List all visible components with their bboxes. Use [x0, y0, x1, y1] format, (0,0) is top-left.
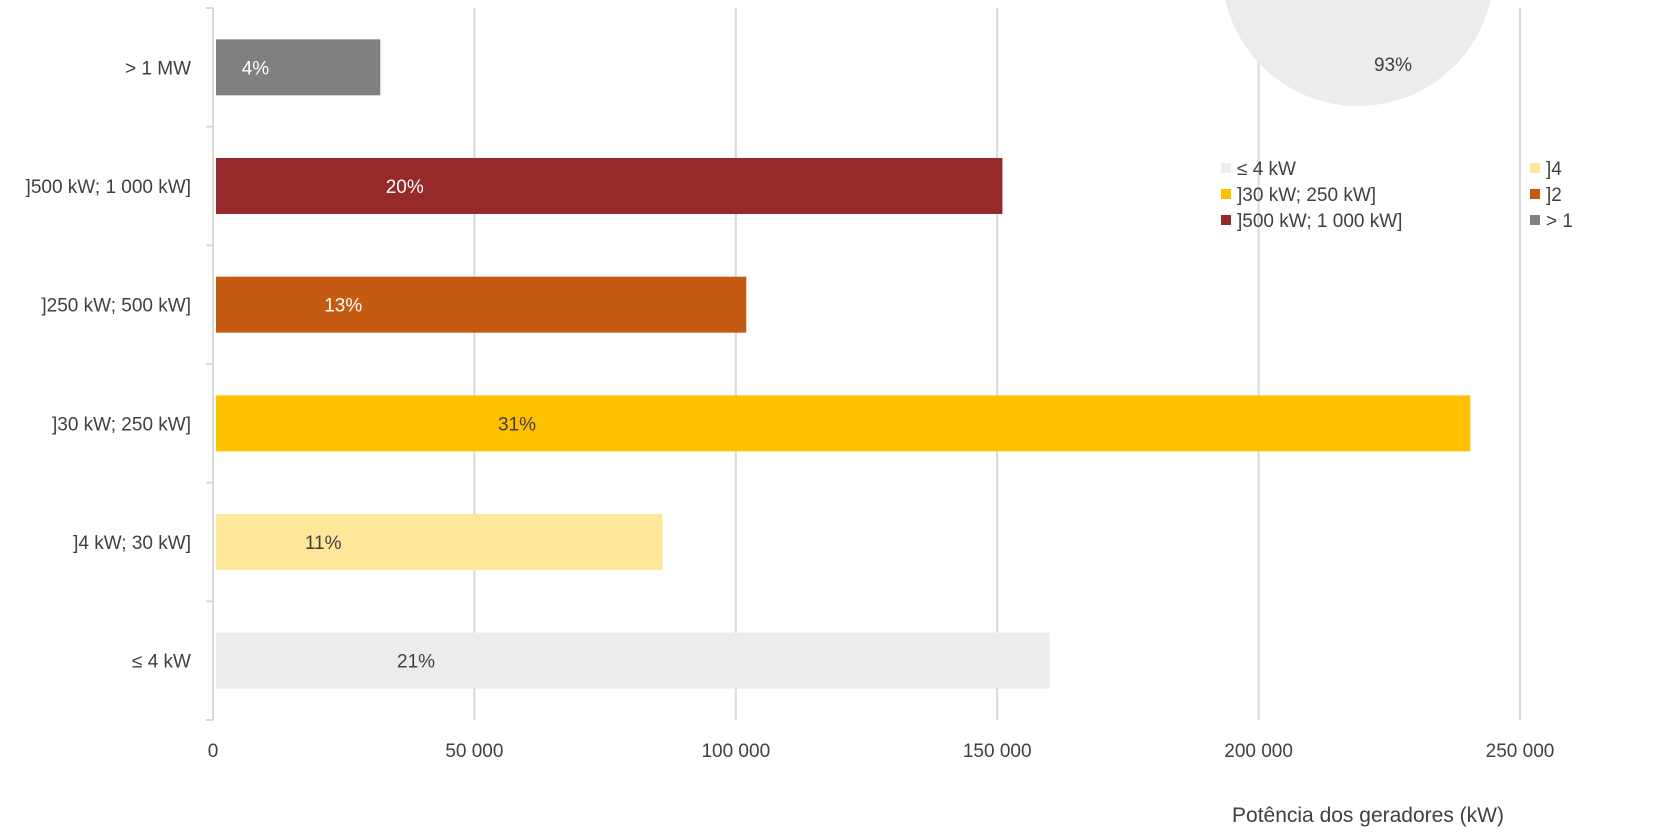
bar	[216, 276, 747, 333]
legend-swatch	[1530, 163, 1540, 173]
bar-data-label: 31%	[498, 414, 536, 435]
inset-pie-label: 93%	[1374, 55, 1412, 76]
gridlines	[473, 8, 1521, 720]
bar	[216, 395, 1471, 452]
bar-data-label: 11%	[305, 533, 342, 554]
bar-data-label: 4%	[242, 58, 270, 79]
legend-label: ]2	[1546, 185, 1562, 206]
x-axis-title: Potência dos geradores (kW)	[1232, 804, 1504, 827]
legend-swatch	[1221, 215, 1231, 225]
y-tick-label: ≤ 4 kW	[132, 652, 191, 673]
y-tick-label: ]500 kW; 1 000 kW]	[26, 177, 191, 198]
bar	[216, 632, 1050, 689]
bar	[216, 39, 381, 96]
legend-swatch	[1221, 189, 1231, 199]
x-tick-label: 0	[208, 741, 219, 762]
legend: ≤ 4 kW ]30 kW; 250 kW] ]500 kW; 1 000 kW]]…	[1221, 159, 1573, 232]
bar-data-label: 13%	[324, 296, 362, 317]
axes: 0 50 000 100 000 150 000 200 000 250 000 ≤ 4 k…	[26, 7, 1555, 762]
legend-swatch	[1530, 215, 1540, 225]
x-tick-label: 150 000	[963, 741, 1032, 762]
bar-data-label: 20%	[386, 177, 424, 198]
bar	[216, 158, 1003, 214]
y-tick-label: ]250 kW; 500 kW]	[41, 296, 191, 317]
x-tick-label: 250 000	[1486, 741, 1555, 762]
legend-swatch	[1530, 189, 1540, 199]
legend-label: ]500 kW; 1 000 kW]	[1237, 211, 1402, 232]
x-tick-label: 200 000	[1224, 741, 1293, 762]
legend-label: ]30 kW; 250 kW]	[1237, 185, 1376, 206]
x-tick-label: 50 000	[445, 741, 503, 762]
x-tick-label: 100 000	[701, 741, 770, 762]
inset-pie: 93%	[1225, 0, 1491, 106]
legend-swatch	[1221, 163, 1231, 173]
y-tick-label: > 1 MW	[125, 58, 191, 79]
y-tick-label: ]30 kW; 250 kW]	[52, 414, 191, 435]
bar	[216, 514, 663, 570]
legend-label: ]4	[1546, 159, 1562, 180]
legend-label: > 1	[1546, 211, 1573, 232]
legend-label: ≤ 4 kW	[1237, 159, 1296, 180]
bar-data-label: 21%	[397, 652, 435, 673]
y-tick-label: ]4 kW; 30 kW]	[73, 533, 191, 554]
inset-pie-slice	[1225, 0, 1491, 106]
bars: 21% 11% 31% 13% 20% 4%	[216, 39, 1471, 689]
